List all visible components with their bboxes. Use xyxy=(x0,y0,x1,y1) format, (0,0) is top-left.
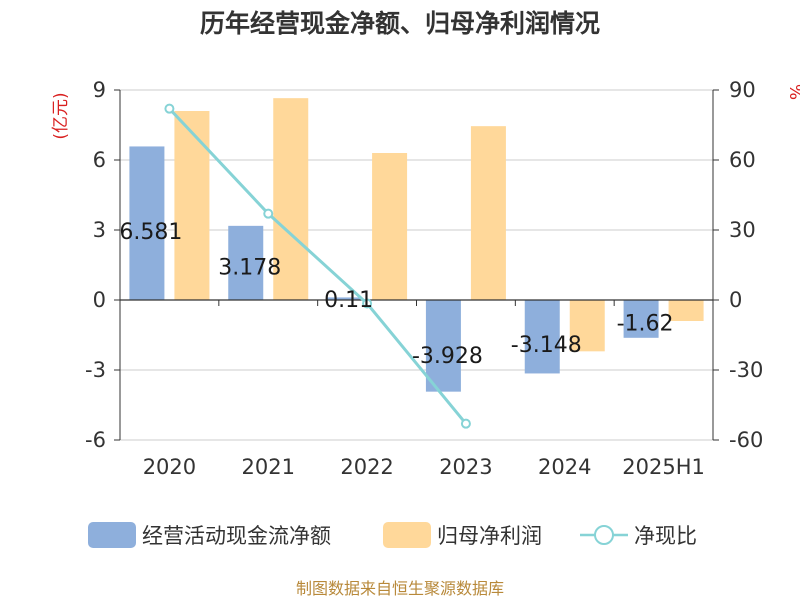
data-label: -1.62 xyxy=(617,312,674,337)
left-axis-unit: (亿元) xyxy=(51,92,71,139)
right-tick-label: 90 xyxy=(729,78,756,102)
ratio-point xyxy=(362,298,373,309)
bar-cashflow xyxy=(524,300,560,374)
ratio-line xyxy=(164,103,471,429)
x-tick-label: 2025H1 xyxy=(622,455,705,479)
bar-netprofit xyxy=(372,153,408,300)
ratio-point xyxy=(164,103,175,114)
data-labels: 6.581 3.178 0.11 -3.928 -3.148 -1.62 xyxy=(119,220,673,369)
ratio-point xyxy=(460,418,471,429)
bar-cashflow xyxy=(425,300,461,392)
legend-swatch xyxy=(383,522,431,548)
x-tick-label: 2024 xyxy=(538,455,591,479)
right-tick-label: 0 xyxy=(729,288,742,312)
right-tick-label: -30 xyxy=(729,358,763,382)
bar-cashflow xyxy=(623,300,659,338)
axes xyxy=(114,89,719,441)
legend-label: 净现比 xyxy=(634,524,697,548)
chart-title: 历年经营现金净额、归母净利润情况 xyxy=(200,9,600,38)
x-tick-label: 2021 xyxy=(242,455,295,479)
left-tick-label: -3 xyxy=(85,358,106,382)
legend-label: 归母净利润 xyxy=(437,524,542,548)
bars xyxy=(129,98,704,392)
right-tick-label: -60 xyxy=(729,428,763,452)
data-label: 0.11 xyxy=(324,288,373,313)
ratio-line-path xyxy=(168,107,468,425)
data-label: -3.148 xyxy=(511,333,582,358)
data-label: -3.928 xyxy=(412,344,483,369)
data-label: 3.178 xyxy=(218,256,281,281)
right-axis-unit: % xyxy=(785,84,800,100)
data-label: 6.581 xyxy=(119,220,182,245)
left-tick-label: 9 xyxy=(93,78,106,102)
legend-marker xyxy=(594,525,614,545)
right-tick-label: 60 xyxy=(729,148,756,172)
left-tick-label: -6 xyxy=(85,428,106,452)
legend-swatch xyxy=(88,522,136,548)
bar-cashflow xyxy=(228,225,264,300)
source-note: 制图数据来自恒生聚源数据库 xyxy=(296,579,504,598)
left-tick-label: 6 xyxy=(93,148,106,172)
bar-netprofit xyxy=(569,300,605,352)
x-tick-label: 2023 xyxy=(439,455,492,479)
right-tick-label: 30 xyxy=(729,218,756,242)
legend[interactable]: 经营活动现金流净额 归母净利润 净现比 xyxy=(88,522,697,548)
left-tick-label: 0 xyxy=(93,288,106,312)
x-tick-label: 2022 xyxy=(340,455,393,479)
bar-netprofit xyxy=(273,98,309,301)
x-tick-label: 2020 xyxy=(143,455,196,479)
bar-netprofit xyxy=(470,126,506,301)
bar-cashflow xyxy=(327,297,363,300)
bar-cashflow xyxy=(129,146,165,300)
bar-netprofit xyxy=(668,300,704,321)
bar-netprofit xyxy=(174,111,210,300)
ratio-point xyxy=(263,208,274,219)
left-tick-label: 3 xyxy=(93,218,106,242)
legend-label: 经营活动现金流净额 xyxy=(142,524,331,548)
